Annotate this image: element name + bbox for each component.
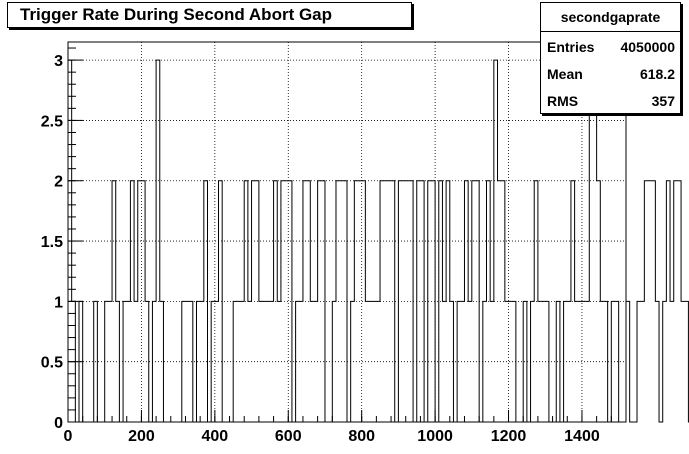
stats-name: secondgaprate xyxy=(541,3,680,32)
stats-rms-row: RMS 357 xyxy=(547,93,675,113)
stats-box: secondgaprate Entries 4050000 Mean 618.2… xyxy=(540,2,681,114)
x-tick-label: 400 xyxy=(201,428,228,445)
chart-title: Trigger Rate During Second Abort Gap xyxy=(20,5,333,24)
stats-mean-label: Mean xyxy=(547,66,583,82)
x-tick-label: 1400 xyxy=(564,428,600,445)
y-tick-label: 1.5 xyxy=(41,234,63,251)
stats-entries-row: Entries 4050000 xyxy=(547,39,675,59)
y-tick-label: 1 xyxy=(54,294,63,311)
x-tick-label: 0 xyxy=(64,428,73,445)
x-tick-label: 800 xyxy=(348,428,375,445)
y-tick-label: 3 xyxy=(54,53,63,70)
y-tick-label: 2 xyxy=(54,174,63,191)
stats-entries-label: Entries xyxy=(547,39,595,55)
x-tick-label: 1200 xyxy=(491,428,527,445)
x-tick-label: 200 xyxy=(128,428,155,445)
y-tick-label: 2.5 xyxy=(41,113,63,130)
stats-mean-row: Mean 618.2 xyxy=(547,66,675,86)
axes: 0 0.5 1 1.5 2 2.5 3 0 200 400 600 800 1000 1200 1400 xyxy=(41,47,627,445)
stats-rms-value: 357 xyxy=(651,93,675,109)
y-tick-label: 0 xyxy=(54,415,63,432)
x-tick-label: 600 xyxy=(275,428,302,445)
y-tick-label: 0.5 xyxy=(41,355,63,372)
x-tick-label: 1000 xyxy=(417,428,453,445)
stats-mean-value: 618.2 xyxy=(639,66,675,82)
chart-title-box: Trigger Rate During Second Abort Gap xyxy=(7,2,412,28)
stats-entries-value: 4050000 xyxy=(620,39,675,55)
stats-rms-label: RMS xyxy=(547,93,579,109)
